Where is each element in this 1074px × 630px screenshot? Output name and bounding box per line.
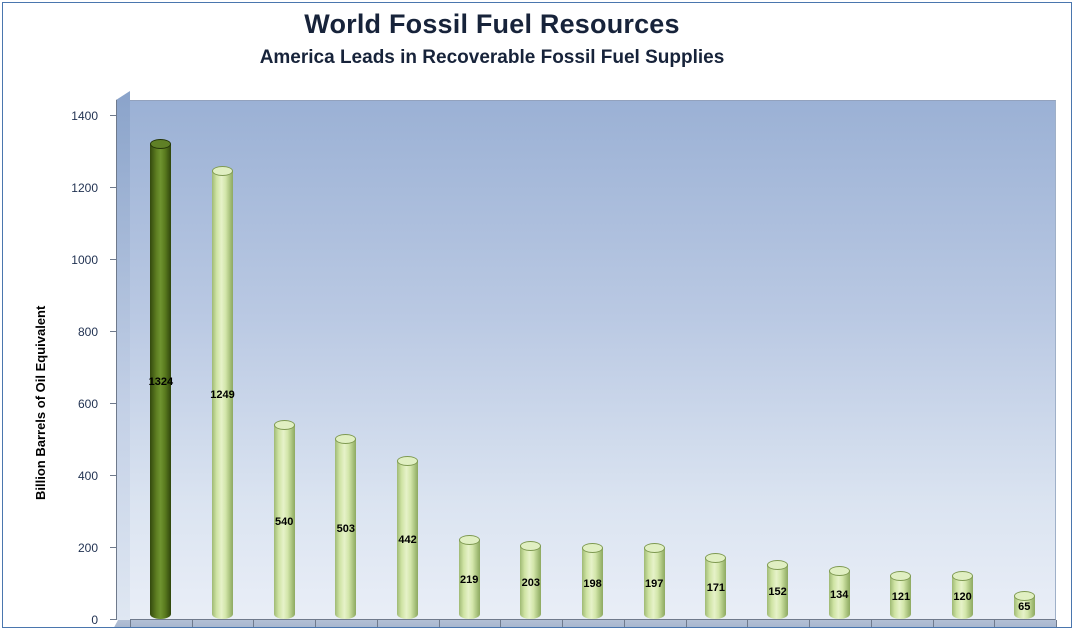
bar-value-label: 121	[891, 591, 911, 604]
y-tick-mark	[110, 187, 117, 188]
x-tick-mark	[130, 620, 131, 627]
bar: 540	[273, 420, 295, 619]
x-tick-mark	[747, 620, 749, 627]
bar-value-label: 152	[768, 585, 787, 598]
bar: 219	[458, 535, 480, 619]
bar: 197	[643, 543, 665, 619]
y-tick-mark	[110, 547, 117, 548]
bar-slot: 219	[438, 101, 500, 619]
bar-value-label: 198	[583, 577, 602, 590]
x-tick-mark	[1056, 620, 1057, 627]
x-tick-mark	[253, 620, 255, 627]
x-tick-mark	[315, 620, 317, 627]
chart-3d-floor	[111, 620, 1057, 627]
bar: 121	[890, 570, 912, 619]
y-tick-label: 800	[77, 325, 98, 339]
bar: 203	[520, 541, 542, 619]
plot-area: 1324 1249 540 503 442 219 203 198 197 171 152 134 12…	[130, 100, 1056, 620]
bar-value-label: 134	[830, 588, 849, 601]
chart-title: World Fossil Fuel Resources	[304, 9, 680, 39]
bar-value-label: 65	[1018, 601, 1031, 614]
y-axis: 0 200 400 600 800 1000 1200 1400	[3, 100, 117, 627]
bar-slot: 121	[870, 101, 932, 619]
bars: 1324 1249 540 503 442 219 203 198 197 171 152 134 12…	[130, 101, 1055, 619]
bar-slot: 134	[808, 101, 870, 619]
y-tick-mark	[110, 619, 117, 620]
y-tick-label: 1000	[71, 253, 98, 267]
y-tick-label: 1400	[71, 109, 98, 123]
y-tick-label: 1200	[71, 181, 98, 195]
bar: 442	[397, 455, 419, 619]
bar: 65	[1013, 590, 1035, 619]
x-tick-mark	[562, 620, 564, 627]
bar-slot: 197	[623, 101, 685, 619]
y-tick-mark	[110, 403, 117, 404]
y-tick-label: 200	[77, 541, 98, 555]
bar-slot: 65	[993, 101, 1055, 619]
chart-3d-side-wall	[116, 91, 130, 620]
y-tick-label: 600	[77, 397, 98, 411]
bar-value-label: 203	[521, 576, 541, 589]
y-tick-mark	[110, 475, 117, 476]
y-tick-mark	[110, 115, 117, 116]
bar-slot: 171	[685, 101, 747, 619]
bar-slot: 198	[562, 101, 624, 619]
bar-slot: 1324	[130, 101, 192, 619]
bar: 198	[582, 543, 604, 619]
bar-value-label: 503	[336, 522, 356, 535]
bar-slot: 442	[377, 101, 439, 619]
bar-value-label: 1324	[148, 375, 174, 388]
bar-slot: 120	[932, 101, 994, 619]
y-tick-label: 0	[91, 613, 98, 627]
y-tick-label: 400	[77, 469, 98, 483]
bar-value-label: 197	[645, 577, 664, 590]
chart-header: World Fossil Fuel Resources America Lead…	[3, 9, 981, 69]
bar: 171	[705, 552, 727, 619]
bar: 152	[767, 559, 789, 619]
x-ticks	[130, 620, 1057, 627]
x-tick-mark	[376, 620, 378, 627]
x-tick-mark	[438, 620, 440, 627]
bar-value-label: 540	[274, 516, 294, 529]
x-tick-mark	[685, 620, 687, 627]
bar: 134	[828, 565, 850, 619]
bar-slot: 503	[315, 101, 377, 619]
bar-slot: 203	[500, 101, 562, 619]
bar: 1324	[148, 139, 174, 619]
x-tick-mark	[191, 620, 193, 627]
bar-value-label: 442	[398, 533, 417, 546]
x-tick-mark	[932, 620, 934, 627]
bar-slot: 540	[253, 101, 315, 619]
bar-value-label: 120	[953, 591, 972, 604]
bar: 120	[952, 570, 974, 619]
x-tick-mark	[623, 620, 625, 627]
x-tick-mark	[809, 620, 811, 627]
bar-slot: 1249	[192, 101, 254, 619]
bar: 503	[335, 433, 357, 619]
bar-value-label: 219	[460, 573, 479, 586]
x-tick-mark	[994, 620, 996, 627]
y-tick-mark	[110, 331, 117, 332]
bar: 1249	[210, 166, 235, 619]
bar-slot: 152	[747, 101, 809, 619]
chart-subtitle: America Leads in Recoverable Fossil Fuel…	[259, 47, 725, 68]
x-tick-mark	[500, 620, 502, 627]
bar-value-label: 171	[706, 582, 726, 595]
bar-value-label: 1249	[210, 389, 235, 402]
x-tick-mark	[870, 620, 872, 627]
y-tick-mark	[110, 259, 117, 260]
